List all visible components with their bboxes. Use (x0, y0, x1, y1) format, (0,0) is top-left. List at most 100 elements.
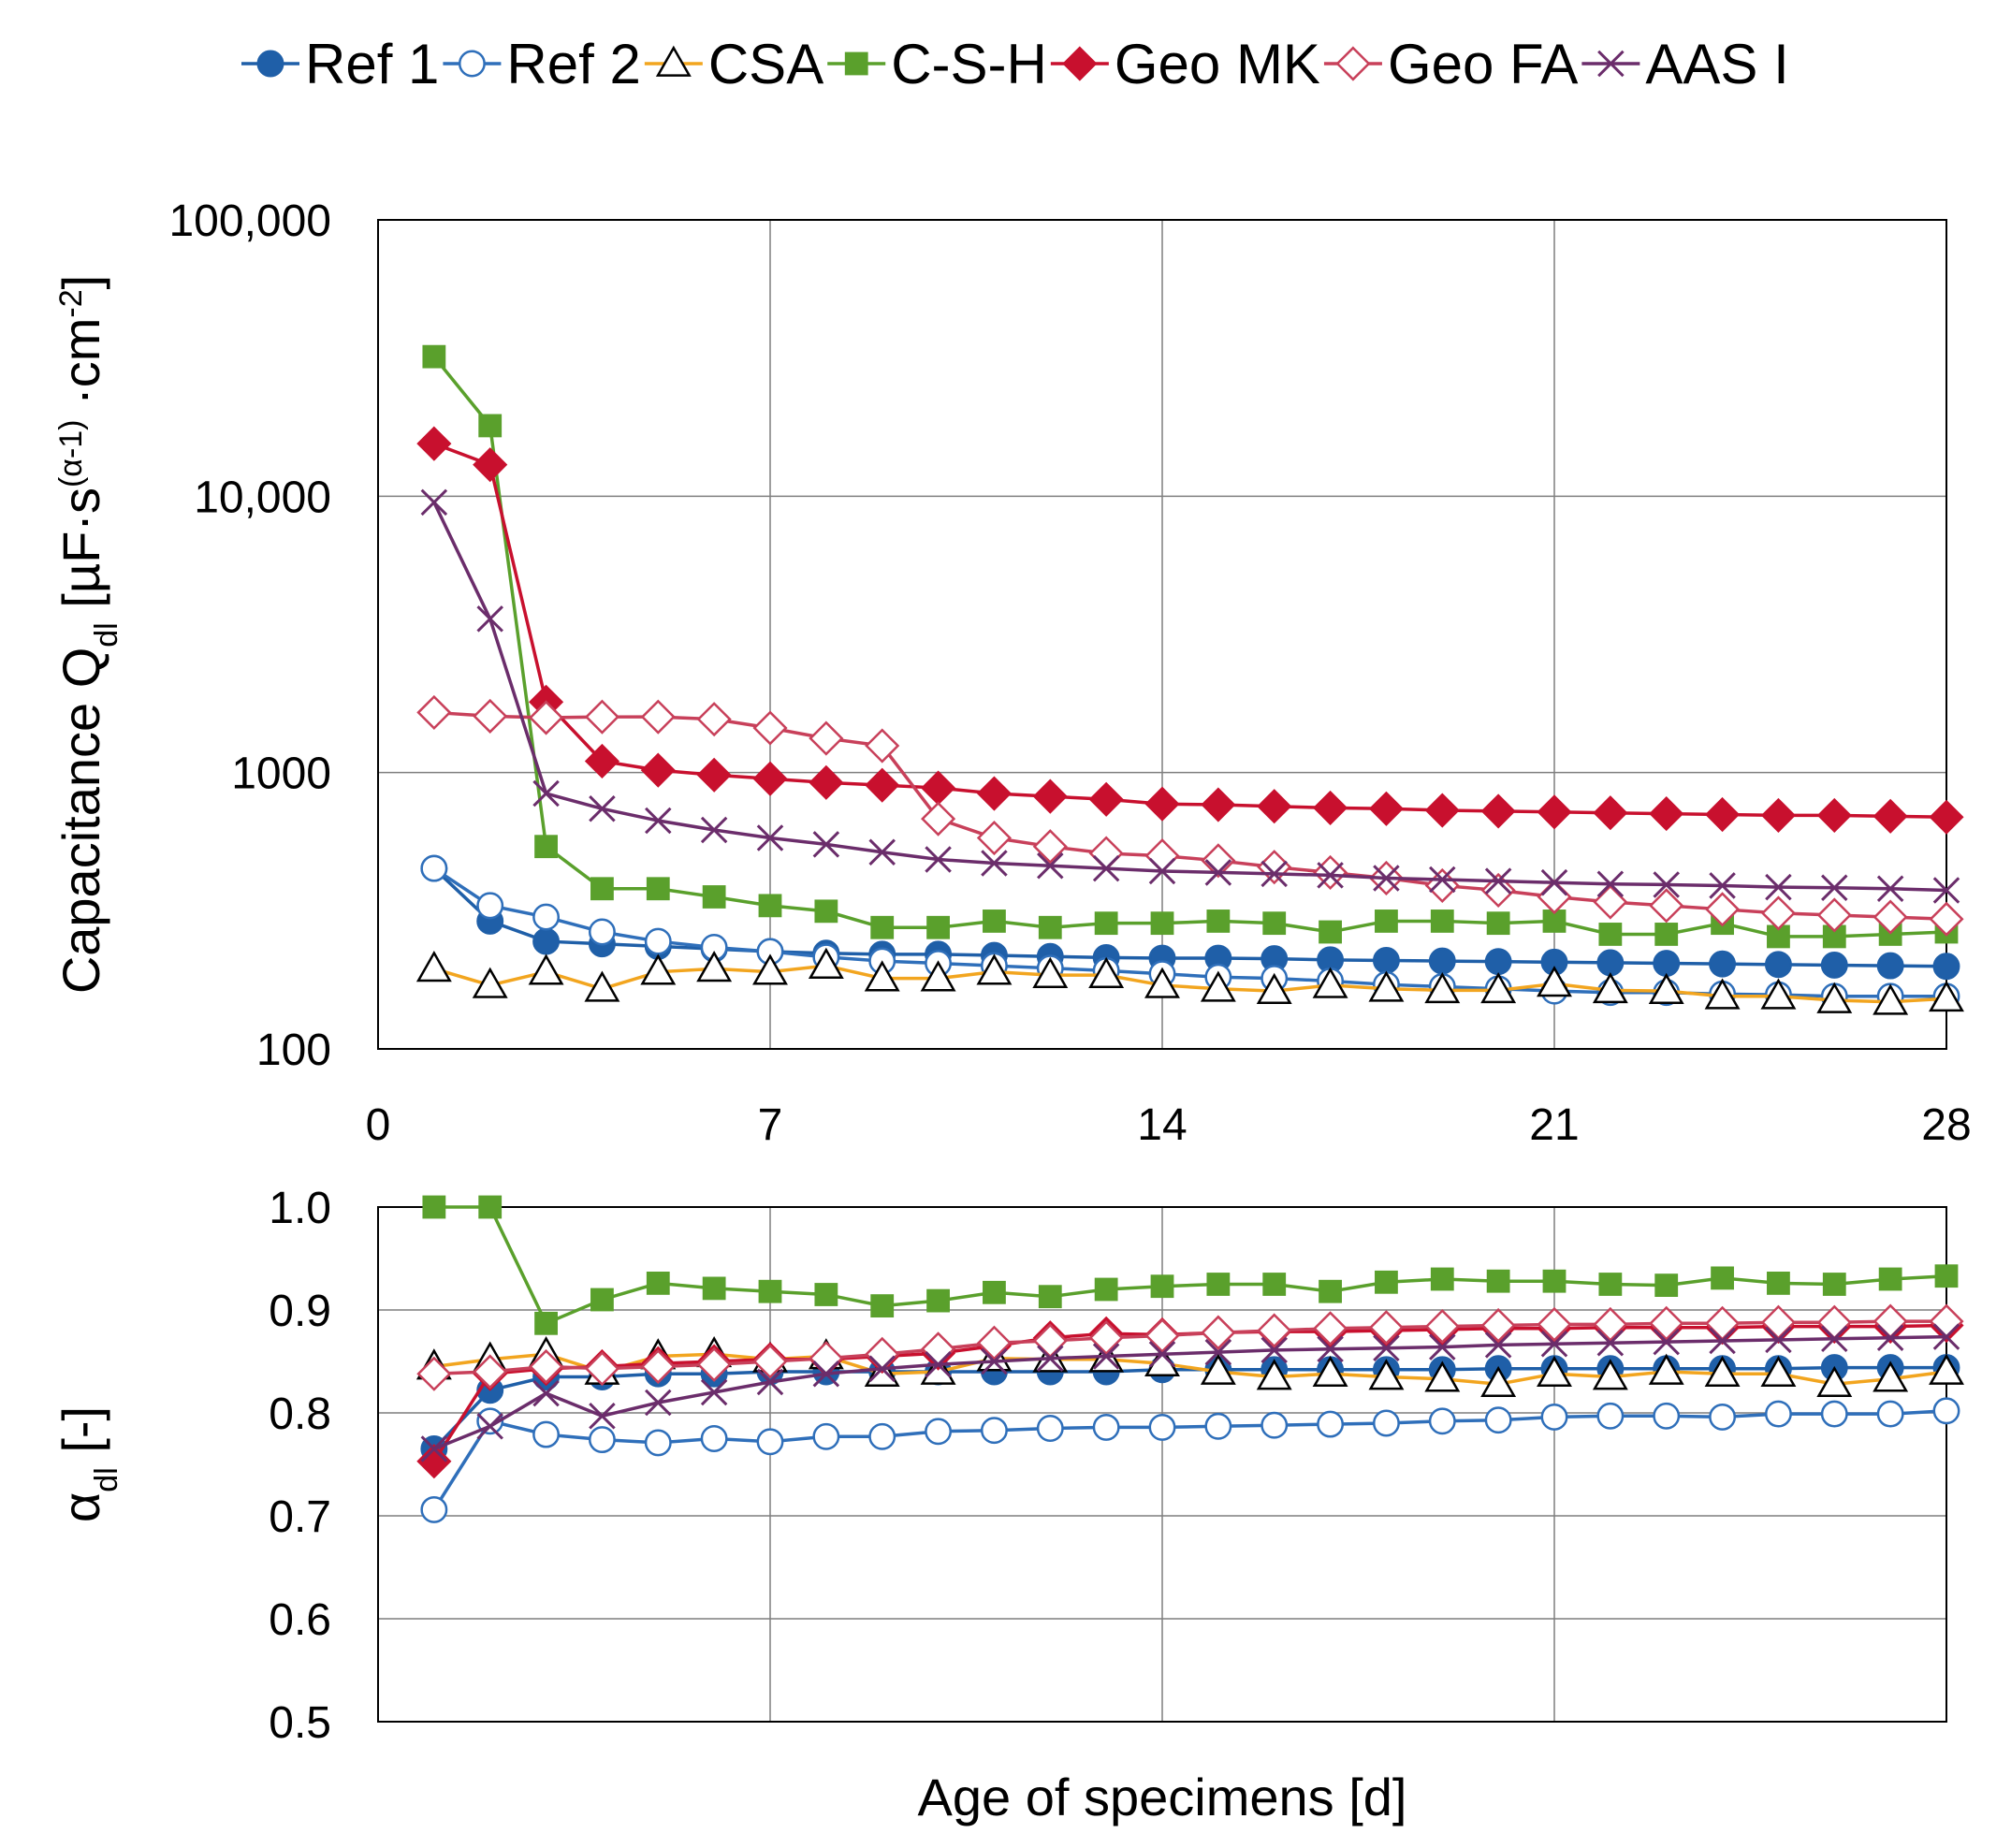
data-point (1429, 1333, 1456, 1361)
data-point (1262, 1273, 1287, 1296)
data-point (1596, 1402, 1625, 1430)
data-point (1537, 966, 1572, 997)
legend-entry-ref-1: Ref 1 (241, 33, 439, 95)
data-point (1592, 1359, 1628, 1390)
data-point (1765, 1326, 1792, 1354)
x-axis-title: Age of specimens [d] (918, 1768, 1407, 1826)
data-point (1319, 1279, 1342, 1303)
data-point (752, 761, 788, 796)
data-point (416, 426, 452, 461)
data-point (1760, 978, 1797, 1010)
data-point (1704, 1355, 1741, 1388)
data-point (532, 779, 560, 808)
data-point (476, 1413, 503, 1440)
legend-label-ref-1: Ref 1 (305, 33, 439, 95)
legend-marker-c-s-h (844, 51, 868, 76)
data-point (1428, 947, 1456, 975)
data-point (1144, 967, 1180, 998)
data-point (1257, 1313, 1292, 1348)
data-point (415, 951, 452, 982)
alpha-plot: 0.5 0.6 0.7 0.8 0.9 1.0 αdl [-] Age of specim… (51, 1184, 1964, 1826)
data-point (976, 776, 1012, 811)
data-point (1144, 1317, 1180, 1354)
data-point (756, 1368, 784, 1396)
data-point (1312, 1355, 1348, 1388)
data-point (1373, 865, 1400, 892)
data-point (1821, 874, 1848, 902)
data-point (1537, 1355, 1572, 1388)
x-tick-label: 0 (366, 1100, 391, 1150)
data-point (1317, 1335, 1344, 1363)
x-tick-label: 7 (758, 1100, 783, 1150)
data-point (926, 1288, 950, 1313)
legend-entry-geo-mk: Geo MK (1050, 33, 1320, 95)
data-point (1204, 1412, 1232, 1440)
data-point (1873, 983, 1909, 1015)
data-point (1094, 1277, 1118, 1302)
capacitance-line-csa (433, 964, 1947, 1004)
data-point (1873, 798, 1908, 834)
data-point (1032, 829, 1068, 865)
data-point (868, 1422, 896, 1450)
data-point (534, 835, 558, 859)
x-tick-label: 14 (1137, 1100, 1187, 1150)
alpha-series-c-s-h (422, 1195, 1959, 1335)
data-point (1375, 909, 1398, 933)
data-point (1317, 862, 1344, 889)
data-point (868, 838, 896, 866)
data-point (1480, 793, 1516, 829)
data-point (1148, 857, 1176, 885)
data-point (645, 807, 672, 835)
capacitance-series-c-s-h (422, 344, 1959, 949)
data-point (925, 1351, 952, 1378)
data-point (584, 743, 619, 779)
data-point (1150, 1274, 1174, 1299)
data-point (1038, 915, 1062, 939)
x-tick-label: 21 (1529, 1100, 1579, 1150)
data-point (1088, 956, 1125, 988)
data-point (1760, 895, 1796, 931)
data-point (1596, 1329, 1625, 1357)
data-point (1201, 843, 1236, 879)
data-point (1653, 950, 1681, 978)
data-point (416, 1356, 452, 1391)
data-point (1144, 786, 1180, 822)
data-point (1424, 793, 1460, 828)
data-point (1313, 790, 1348, 825)
data-point (1484, 867, 1512, 895)
data-point (1261, 1411, 1289, 1439)
data-point (1816, 897, 1852, 933)
data-point (644, 927, 672, 955)
data-point (1592, 972, 1628, 1004)
data-point (1767, 1272, 1790, 1295)
data-point (1705, 892, 1741, 927)
data-point (532, 903, 561, 931)
capacitance-plot: 100 1000 10,000 100,000 0 7 14 21 28 Capacitanc… (51, 196, 1972, 1150)
data-point (1200, 970, 1236, 1002)
data-point (1709, 872, 1736, 899)
data-point (1934, 1264, 1959, 1288)
legend-label-c-s-h: C-S-H (891, 33, 1047, 95)
data-point (758, 1279, 782, 1303)
data-point (1480, 972, 1517, 1004)
alpha-line-csa (433, 1352, 1947, 1386)
data-point (1317, 1410, 1345, 1438)
data-point (1484, 948, 1512, 976)
data-point (1596, 949, 1625, 977)
data-point (981, 850, 1008, 877)
data-point (1032, 778, 1068, 814)
data-point (976, 953, 1013, 985)
data-point (1876, 1400, 1904, 1428)
data-point (584, 970, 620, 1002)
data-point (646, 877, 670, 901)
legend-label-geo-mk: Geo MK (1115, 33, 1320, 95)
legend-marker-ref-1 (256, 50, 284, 78)
data-point (416, 1444, 452, 1479)
data-point (1816, 797, 1852, 833)
data-point (1092, 1413, 1120, 1441)
data-point (1654, 923, 1679, 946)
legend-marker-ref-2 (458, 50, 486, 78)
data-point (812, 1422, 840, 1450)
data-point (476, 892, 504, 920)
